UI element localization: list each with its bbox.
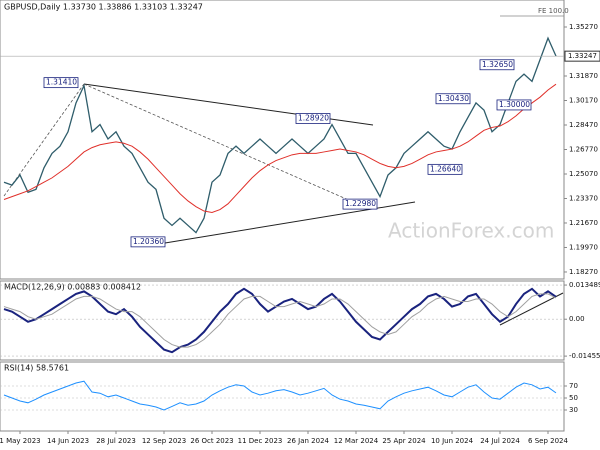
y-tick-label: 1.21670 [569,219,598,227]
y-tick-label: 1.35270 [569,23,598,31]
y-tick-label: 1.25070 [569,170,598,178]
y-tick-label: 1.26770 [569,145,598,153]
annotation-label: 1.32650 [482,60,513,69]
macd-title: MACD(12,26,9) 0.00883 0.008412 [4,283,141,292]
series-line [3,36,557,234]
rsi-title: RSI(14) 58.5761 [4,364,69,373]
annotation-box [43,77,79,89]
x-tick-label: 1 May 2023 [0,437,41,445]
annotation-label: 1.30000 [499,100,530,109]
y-tick-label: 70 [569,382,578,390]
annotation-label: 1.30430 [438,94,469,103]
x-tick-label: 12 Mar 2024 [334,437,379,445]
watermark: ActionForex.com [388,219,554,243]
x-tick-label: 25 Apr 2024 [382,437,426,445]
y-tick-label: 1.23370 [569,194,598,202]
annotation-box [342,198,378,210]
annotation-label: 1.22980 [345,199,376,208]
price-title: GBPUSD,Daily 1.33730 1.33886 1.33103 1.3… [4,3,203,12]
annotation-box [479,59,515,71]
annotation-label: 1.31410 [46,78,77,87]
y-tick-label: 30 [569,406,578,414]
y-tick-label: 0.00 [569,315,585,323]
annotation-box [496,99,532,111]
annotation-label: 1.20360 [133,237,164,246]
y-tick-label: 1.30170 [569,96,598,104]
annotation-label: 1.28920 [298,114,329,123]
y-tick-label: 1.18270 [569,268,598,276]
annotation-box [435,93,471,105]
y-tick-label: 1.31870 [569,72,598,80]
series-line [3,287,557,354]
macd-panel [0,280,565,361]
series-line [3,293,557,348]
y-tick-label: 1.19970 [569,243,598,251]
last-price-label: 1.33247 [568,52,597,60]
annotation-box [130,236,166,248]
annotation-box [295,113,331,124]
x-tick-label: 10 Jun 2024 [431,437,474,445]
x-tick-label: 12 Sep 2023 [142,437,186,445]
y-tick-label: 0.013489 [569,281,600,289]
x-tick-label: 14 Jun 2023 [47,437,89,445]
series-line [3,380,557,411]
y-tick-label: 50 [569,394,578,402]
fe-label: FE 100.0 [538,7,569,15]
x-tick-label: 6 Sep 2024 [528,437,568,445]
y-tick-label: 1.28470 [569,121,598,129]
last-price-box [564,50,600,62]
x-tick-label: 11 Dec 2023 [238,437,283,445]
annotation-label: 1.26640 [430,164,461,173]
series-line [3,83,557,213]
x-tick-label: 28 Jul 2023 [96,437,136,445]
x-tick-label: 26 Jan 2024 [287,437,330,445]
rsi-panel [0,361,565,432]
x-tick-label: 26 Oct 2023 [190,437,233,445]
trend-line [164,201,416,244]
x-tick-label: 24 Jul 2024 [480,437,520,445]
annotation-box [427,163,463,175]
trend-line [499,292,564,326]
price-panel [0,0,565,280]
dashed-line [83,83,361,206]
y-tick-label: -0.014554 [569,352,600,360]
